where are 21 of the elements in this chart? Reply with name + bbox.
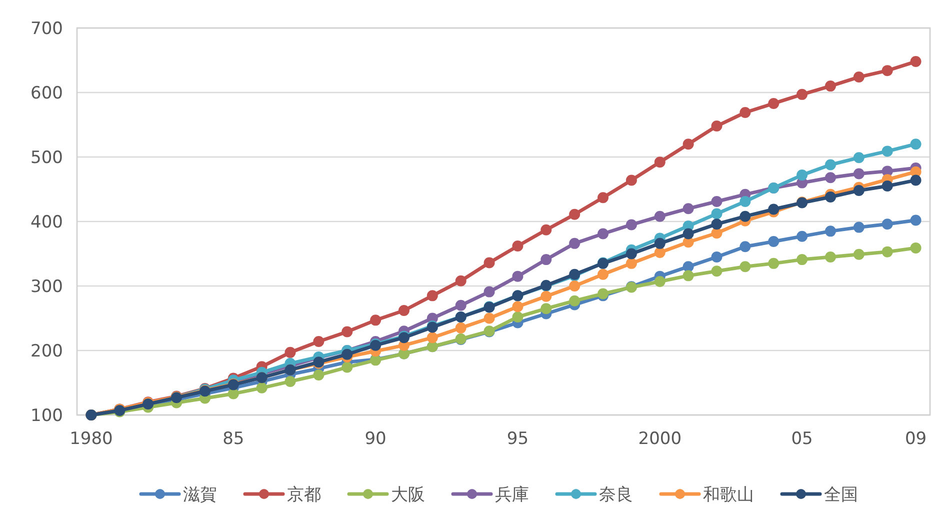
x-tick-label: 95 (506, 429, 529, 449)
legend-label: 和歌山 (703, 485, 754, 505)
legend-label: 兵庫 (495, 485, 529, 505)
legend-label: 京都 (287, 485, 321, 505)
legend-label: 全国 (824, 485, 858, 505)
legend-label: 大阪 (391, 485, 425, 505)
x-tick-label: 05 (791, 429, 813, 449)
legend-label: 奈良 (599, 485, 633, 505)
legend-label: 滋賀 (183, 485, 217, 505)
y-tick-label: 600 (30, 84, 63, 104)
y-tick-label: 200 (30, 342, 63, 362)
x-tick-label: 1980 (70, 429, 113, 449)
y-tick-label: 400 (30, 212, 63, 232)
x-tick-label: 2000 (638, 429, 682, 449)
x-tick-label: 09 (904, 429, 927, 449)
y-tick-label: 700 (30, 19, 63, 39)
y-tick-label: 100 (30, 406, 63, 426)
y-tick-label: 500 (30, 148, 63, 168)
x-tick-label: 90 (364, 429, 386, 449)
x-tick-label: 85 (222, 429, 244, 449)
y-tick-label: 300 (30, 277, 63, 297)
